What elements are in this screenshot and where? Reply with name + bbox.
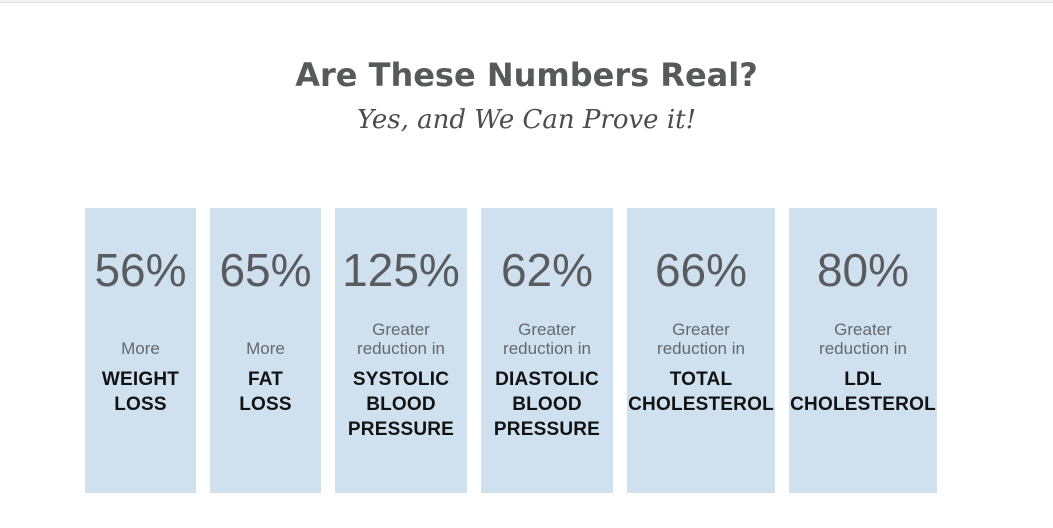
stat-value: 56%	[94, 244, 187, 297]
stat-label: Greater reduction in	[819, 320, 907, 359]
page: Are These Numbers Real? Yes, and We Can …	[0, 0, 1053, 494]
page-subtitle: Yes, and We Can Prove it!	[356, 105, 697, 136]
stat-label: Greater reduction in	[503, 320, 591, 359]
stat-category: DIASTOLIC BLOOD PRESSURE	[493, 369, 601, 441]
stat-card-diastolic-blood-pressure: 62% Greater reduction in DIASTOLIC BLOOD…	[481, 208, 613, 494]
stat-value: 125%	[342, 244, 460, 297]
stat-category: FAT LOSS	[239, 369, 292, 416]
stat-value: 62%	[500, 244, 594, 297]
stat-category: WEIGHT LOSS	[101, 369, 180, 416]
stat-cards-row: 56% More WEIGHT LOSS 65% More FAT LOSS 1…	[85, 208, 1053, 494]
stat-card-systolic-blood-pressure: 125% Greater reduction in SYSTOLIC BLOOD…	[335, 208, 467, 494]
stat-card-fat-loss: 65% More FAT LOSS	[210, 208, 321, 494]
stat-card-weight-loss: 56% More WEIGHT LOSS	[85, 208, 196, 494]
stat-label: Greater reduction in	[357, 320, 445, 359]
stat-card-total-cholesterol: 66% Greater reduction in TOTAL CHOLESTER…	[627, 208, 775, 494]
stat-value: 66%	[654, 244, 748, 297]
stat-category: LDL CHOLESTEROL	[790, 369, 936, 416]
stat-category: SYSTOLIC BLOOD PRESSURE	[347, 369, 455, 441]
stat-value: 65%	[219, 244, 312, 297]
stat-label: More	[121, 339, 160, 359]
stat-label: More	[246, 339, 285, 359]
stat-value: 80%	[816, 244, 910, 297]
stat-card-ldl-cholesterol: 80% Greater reduction in LDL CHOLESTEROL	[789, 208, 937, 494]
top-edge-line	[0, 0, 1053, 3]
stat-label: Greater reduction in	[657, 320, 745, 359]
page-title: Are These Numbers Real?	[295, 56, 758, 94]
stat-category: TOTAL CHOLESTEROL	[628, 369, 774, 416]
header: Are These Numbers Real? Yes, and We Can …	[0, 0, 1053, 138]
